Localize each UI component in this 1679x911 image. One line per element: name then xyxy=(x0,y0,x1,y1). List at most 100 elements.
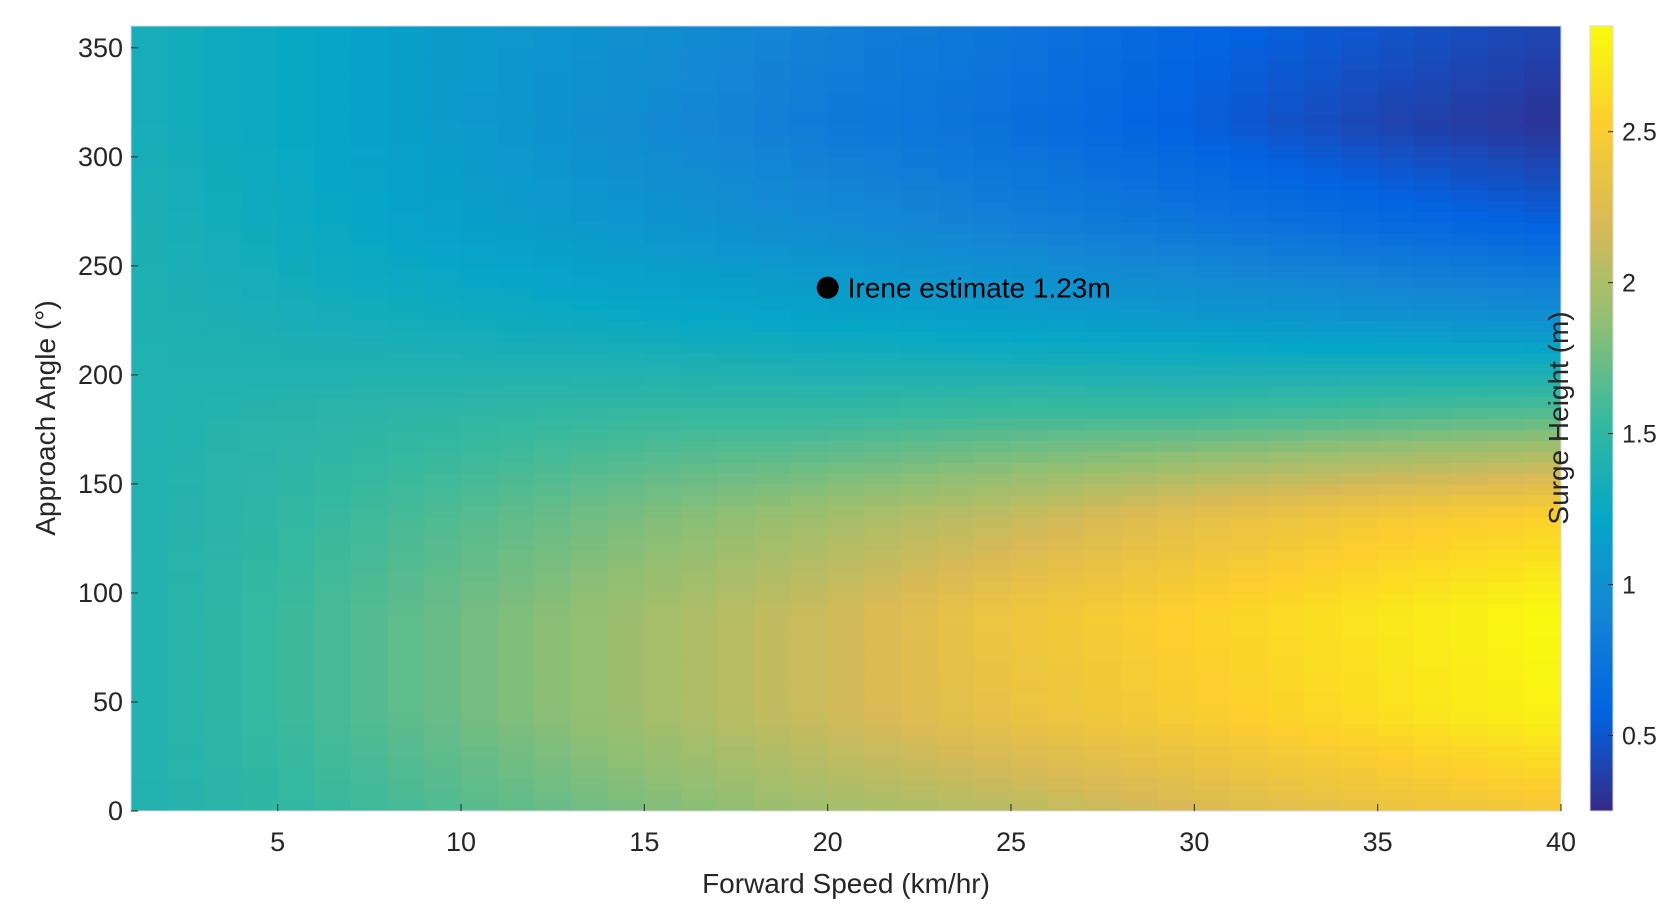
heatmap-cell xyxy=(1084,647,1122,659)
heatmap-cell xyxy=(864,516,902,529)
heatmap-cell xyxy=(1084,701,1122,714)
heatmap-cell xyxy=(497,309,535,321)
heatmap-cell xyxy=(937,582,975,594)
heatmap-cell xyxy=(1157,429,1195,441)
heatmap-cell xyxy=(571,603,609,616)
heatmap-cell xyxy=(1231,669,1269,681)
heatmap-cell xyxy=(1267,244,1305,256)
heatmap-cells xyxy=(131,26,1561,811)
heatmap-cell xyxy=(314,440,352,452)
heatmap-cell xyxy=(791,331,829,343)
heatmap-cell xyxy=(1121,712,1159,725)
heatmap-cell xyxy=(974,189,1012,202)
heatmap-cell xyxy=(1341,516,1379,529)
heatmap-cell xyxy=(571,145,609,158)
heatmap-cell xyxy=(1341,145,1379,158)
heatmap-cell xyxy=(131,680,169,692)
heatmap-cell xyxy=(1194,647,1232,659)
heatmap-cell xyxy=(534,113,572,125)
heatmap-cell xyxy=(1414,658,1452,670)
heatmap-cell xyxy=(1524,298,1561,311)
heatmap-cell xyxy=(241,636,279,649)
heatmap-cell xyxy=(607,462,645,474)
heatmap-cell xyxy=(497,669,535,681)
heatmap-cell xyxy=(1451,91,1489,103)
heatmap-cell xyxy=(1451,36,1489,49)
heatmap-cell xyxy=(1304,200,1342,212)
heatmap-cell xyxy=(131,723,169,736)
heatmap-cell xyxy=(1011,363,1049,376)
heatmap-cell xyxy=(571,265,609,278)
heatmap-cell xyxy=(167,483,205,496)
heatmap-cell xyxy=(1194,244,1232,256)
heatmap-cell xyxy=(937,47,975,60)
heatmap-cell xyxy=(1304,211,1342,223)
heatmap-cell xyxy=(717,254,755,267)
heatmap-cell xyxy=(1121,178,1159,191)
heatmap-cell xyxy=(314,658,352,670)
heatmap-cell xyxy=(1451,494,1489,507)
heatmap-cell xyxy=(1047,320,1085,332)
x-tick-label: 5 xyxy=(270,827,285,857)
heatmap-cell xyxy=(754,396,792,409)
heatmap-cell xyxy=(1377,342,1415,354)
heatmap-cell xyxy=(1524,47,1561,60)
heatmap-cell xyxy=(937,669,975,681)
heatmap-cell xyxy=(1487,396,1525,409)
heatmap-cell xyxy=(314,418,352,430)
heatmap-cell xyxy=(974,647,1012,659)
heatmap-cell xyxy=(1451,800,1489,811)
heatmap-cell xyxy=(681,614,719,627)
heatmap-cell xyxy=(351,789,389,801)
heatmap-cell xyxy=(791,26,829,38)
heatmap-cell xyxy=(937,571,975,583)
heatmap-cell xyxy=(1487,47,1525,60)
heatmap-cell xyxy=(1121,560,1159,572)
heatmap-cell xyxy=(241,429,279,441)
heatmap-cell xyxy=(1267,36,1305,49)
heatmap-cell xyxy=(277,473,315,485)
heatmap-cell xyxy=(131,265,169,278)
heatmap-cell xyxy=(1524,778,1561,790)
heatmap-cell xyxy=(827,483,865,496)
heatmap-cell xyxy=(497,734,535,747)
heatmap-cell xyxy=(1157,385,1195,398)
heatmap-cell xyxy=(607,58,645,71)
heatmap-cell xyxy=(1047,156,1085,169)
heatmap-cell xyxy=(681,767,719,779)
heatmap-cell xyxy=(1414,91,1452,103)
heatmap-cell xyxy=(1157,145,1195,158)
heatmap-cell xyxy=(1451,778,1489,790)
heatmap-cell xyxy=(864,244,902,256)
heatmap-cell xyxy=(461,80,499,93)
heatmap-cell xyxy=(681,712,719,725)
heatmap-cell xyxy=(1267,47,1305,60)
y-tick-label: 300 xyxy=(78,142,123,172)
heatmap-cell xyxy=(827,276,865,289)
heatmap-cell xyxy=(1267,58,1305,71)
heatmap-cell xyxy=(314,167,352,180)
heatmap-cell xyxy=(424,582,462,594)
heatmap-cell xyxy=(351,680,389,692)
heatmap-cell xyxy=(937,723,975,736)
heatmap-cell xyxy=(644,429,682,441)
heatmap-cell xyxy=(1341,265,1379,278)
heatmap-cell xyxy=(277,407,315,420)
heatmap-cell xyxy=(1194,363,1232,376)
heatmap-cell xyxy=(1304,473,1342,485)
heatmap-cell xyxy=(167,102,205,114)
heatmap-cell xyxy=(974,592,1012,605)
heatmap-cell xyxy=(314,320,352,332)
heatmap-cell xyxy=(1524,647,1561,659)
heatmap-cell xyxy=(1341,320,1379,332)
heatmap-cell xyxy=(204,309,242,321)
heatmap-cell xyxy=(1377,233,1415,245)
heatmap-cell xyxy=(754,363,792,376)
heatmap-cell xyxy=(864,309,902,321)
heatmap-cell xyxy=(424,778,462,790)
heatmap-cell xyxy=(1304,647,1342,659)
heatmap-cell xyxy=(1487,276,1525,289)
heatmap-cell xyxy=(131,233,169,245)
heatmap-cell xyxy=(901,254,939,267)
heatmap-cell xyxy=(791,582,829,594)
